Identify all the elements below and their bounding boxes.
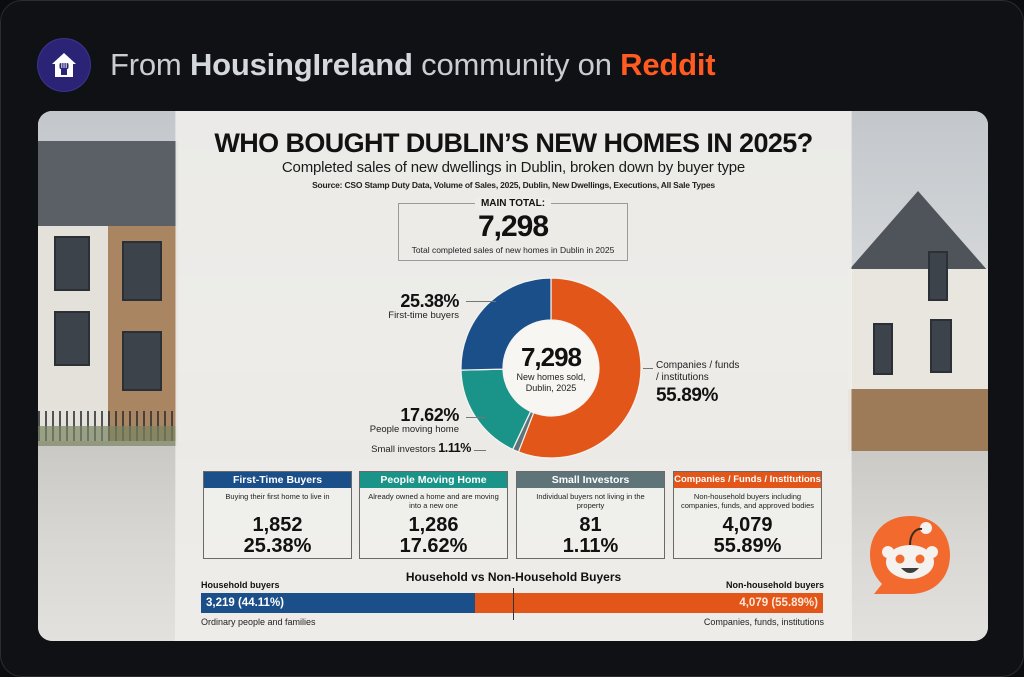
card-percentage: 25.38%	[243, 535, 312, 557]
header-text: From HousingIreland community on Reddit	[110, 47, 716, 83]
household-segment: 3,219 (44.11%)	[201, 593, 476, 613]
leader-line	[643, 368, 653, 369]
split-bar: 3,219 (44.11%) 4,079 (55.89%)	[201, 593, 823, 613]
donut-segment	[517, 277, 642, 459]
main-total-value: 7,298	[477, 210, 549, 243]
apartment-building-image	[38, 141, 178, 446]
label-first-time-buyers: 25.38% First-time buyers	[344, 292, 459, 321]
card-count: 1,852	[252, 514, 303, 536]
donut-segment	[460, 277, 552, 371]
label-people-moving-home: 17.62% People moving home	[324, 405, 460, 435]
card-count: 1,286	[408, 514, 459, 536]
card-title: People Moving Home	[360, 472, 507, 488]
card-title: Small Investors	[517, 472, 664, 488]
donut-caption-line2: Dublin, 2025	[525, 383, 577, 393]
main-total-label: MAIN TOTAL:	[474, 198, 552, 209]
source-note: Source: CSO Stamp Duty Data, Volume of S…	[312, 180, 715, 190]
label-name: People moving home	[369, 424, 459, 435]
leader-line	[466, 301, 496, 302]
leader-line	[466, 417, 486, 418]
label-pct: 17.62%	[400, 405, 459, 425]
community-header: From HousingIreland community on Reddit	[38, 39, 716, 91]
label-name: First-time buyers	[388, 310, 459, 321]
label-pct: 25.38%	[400, 291, 459, 311]
label-pct: 55.89%	[656, 385, 719, 406]
card-companies-funds-institutions: Companies / Funds / Institutions Non-hou…	[673, 471, 822, 559]
community-name-link[interactable]: HousingIreland	[189, 47, 413, 82]
label-name-line2: / institutions	[656, 372, 709, 383]
non-household-label: Non-household buyers	[725, 580, 824, 590]
card-description: Buying their first home to live in	[225, 492, 330, 501]
non-household-caption: Companies, funds, institutions	[703, 617, 824, 627]
infographic-subtitle: Completed sales of new dwellings in Dubl…	[281, 159, 746, 176]
household-caption: Ordinary people and families	[201, 617, 316, 627]
label-name-line1: Companies / funds	[656, 360, 740, 371]
card-percentage: 1.11%	[562, 535, 619, 557]
donut-center: 7,298 New homes sold, Dublin, 2025	[459, 276, 643, 460]
card-title: Companies / Funds / Institutions	[674, 472, 821, 488]
card-description: Non-household buyers including companies…	[680, 492, 814, 510]
card-percentage: 17.62%	[399, 535, 468, 557]
leader-line	[474, 450, 486, 451]
label-pct: 1.11%	[438, 441, 471, 455]
label-name: Small investors	[371, 444, 439, 455]
header-middle: community on	[412, 47, 621, 82]
label-small-investors: Small investors 1.11%	[336, 442, 471, 455]
card-count: 4,079	[722, 514, 773, 536]
reddit-snoo-icon	[870, 516, 950, 594]
card-description: Individual buyers not living in the prop…	[536, 492, 645, 510]
terraced-houses-image	[848, 191, 988, 451]
card-description: Already owned a home and are moving into…	[368, 492, 499, 510]
card-count: 81	[579, 514, 602, 536]
house-fist-icon[interactable]	[38, 39, 90, 91]
split-bar-title: Household vs Non-Household Buyers	[405, 570, 622, 584]
household-label: Household buyers	[201, 580, 280, 590]
non-household-segment: 4,079 (55.89%)	[475, 593, 823, 613]
main-total-box: MAIN TOTAL: 7,298 Total completed sales …	[398, 198, 628, 261]
platform-name: Reddit	[620, 47, 716, 82]
post-image[interactable]: WHO BOUGHT DUBLIN’S NEW HOMES IN 2025? C…	[38, 111, 988, 641]
header-prefix: From	[110, 47, 190, 82]
card-people-moving-home: People Moving Home Already owned a home …	[359, 471, 508, 559]
donut-chart	[460, 277, 642, 459]
donut-center-value: 7,298	[520, 342, 582, 373]
donut-center-caption: New homes sold, Dublin, 2025	[516, 372, 585, 394]
card-first-time-buyers: First-Time Buyers Buying their first hom…	[203, 471, 352, 559]
donut-caption-line1: New homes sold,	[516, 372, 586, 383]
infographic-panel: WHO BOUGHT DUBLIN’S NEW HOMES IN 2025? C…	[176, 111, 851, 641]
card-percentage: 55.89%	[713, 535, 782, 557]
label-companies: Companies / funds / institutions 55.89%	[656, 360, 776, 405]
infographic-title: WHO BOUGHT DUBLIN’S NEW HOMES IN 2025?	[214, 128, 813, 158]
card-title: First-Time Buyers	[204, 472, 351, 488]
card-small-investors: Small Investors Individual buyers not li…	[516, 471, 665, 559]
main-total-caption: Total completed sales of new homes in Du…	[411, 245, 615, 255]
bar-midpoint-marker	[513, 588, 514, 620]
